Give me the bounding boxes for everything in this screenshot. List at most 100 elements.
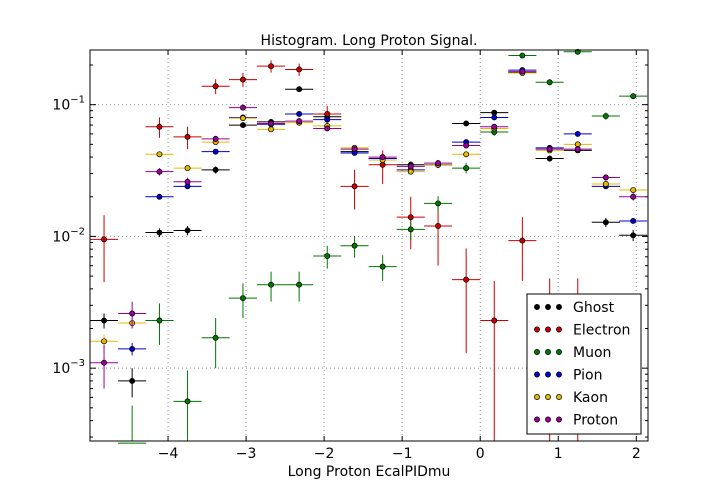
data-point <box>240 76 246 83</box>
legend-marker <box>556 349 562 355</box>
data-point <box>546 79 553 86</box>
data-point <box>212 83 219 90</box>
data-point <box>630 187 637 193</box>
data-point <box>602 181 609 187</box>
legend-marker <box>556 394 562 400</box>
series-muon <box>118 48 648 444</box>
data-point <box>351 146 358 153</box>
legend-marker <box>556 371 562 378</box>
legend-marker <box>534 416 540 423</box>
data-point <box>184 178 191 185</box>
data-point <box>324 116 331 123</box>
data-point <box>156 151 163 158</box>
data-point <box>407 163 414 170</box>
data-point <box>519 52 526 59</box>
data-point <box>602 174 609 181</box>
x-tick-label: 1 <box>554 446 563 462</box>
data-point <box>463 142 470 149</box>
legend-marker <box>545 416 551 423</box>
legend-entry-kaon: Kaon <box>534 390 608 406</box>
legend-label: Electron <box>573 323 630 339</box>
data-point <box>351 183 358 190</box>
data-point <box>184 165 191 172</box>
legend-box <box>526 293 642 435</box>
data-point <box>519 68 526 75</box>
x-tick-label: −1 <box>392 446 413 462</box>
y-tick-label: 10−1 <box>52 95 85 114</box>
x-tick-label: −4 <box>158 446 179 462</box>
data-point <box>491 109 498 116</box>
data-point <box>101 338 107 345</box>
legend-marker <box>534 371 540 378</box>
data-point <box>546 155 553 162</box>
x-tick-label: 2 <box>632 446 641 462</box>
data-point <box>602 219 609 226</box>
x-tick-label: 0 <box>476 446 485 462</box>
data-point <box>296 66 303 73</box>
data-point <box>268 126 275 133</box>
data-point <box>212 166 219 173</box>
legend-entry-proton: Proton <box>534 413 618 429</box>
data-point <box>463 165 470 172</box>
data-point <box>435 223 442 229</box>
legend-entry-electron: Electron <box>534 323 630 339</box>
data-point <box>351 242 358 249</box>
legend-marker <box>556 304 562 310</box>
data-point <box>156 317 163 324</box>
data-point <box>630 93 637 100</box>
data-point <box>129 377 136 384</box>
legend-marker <box>545 326 551 333</box>
series-proton <box>90 68 648 389</box>
data-point <box>296 86 303 93</box>
data-point <box>240 122 246 129</box>
legend-marker <box>534 304 540 310</box>
legend-label: Kaon <box>573 390 608 406</box>
data-point <box>156 193 163 200</box>
data-point <box>435 160 442 167</box>
data-point <box>101 317 107 324</box>
data-point <box>296 281 303 288</box>
data-point <box>101 236 107 243</box>
data-point <box>435 200 442 207</box>
data-point <box>546 146 553 153</box>
data-point <box>491 123 498 130</box>
legend-label: Pion <box>573 368 602 384</box>
y-tick-label: 10−3 <box>52 358 85 377</box>
x-axis: −4 −3 −2 −1 0 1 2 <box>158 50 641 462</box>
data-point <box>156 229 163 236</box>
data-point <box>491 317 498 324</box>
data-point <box>379 263 386 270</box>
legend-entry-muon: Muon <box>534 345 611 361</box>
data-point <box>156 168 163 175</box>
data-series <box>90 48 648 444</box>
chart-title: Histogram. Long Proton Signal. <box>261 33 478 49</box>
data-point <box>184 133 191 140</box>
data-point <box>379 154 386 161</box>
legend-marker <box>545 304 551 310</box>
y-axis: 10−3 10−2 10−1 <box>52 64 648 438</box>
x-tick-label: −2 <box>314 446 335 462</box>
legend-entry-ghost: Ghost <box>534 300 615 316</box>
data-point <box>463 276 470 283</box>
data-point <box>324 125 331 132</box>
data-point <box>156 123 163 130</box>
data-point <box>240 104 246 111</box>
data-point <box>407 226 414 233</box>
x-tick-label: −3 <box>236 446 257 462</box>
data-point <box>129 310 136 317</box>
plot-frame <box>89 49 649 442</box>
data-point <box>491 114 498 121</box>
legend-label: Ghost <box>573 300 615 316</box>
data-point <box>212 334 219 341</box>
data-point <box>574 146 581 153</box>
data-point <box>212 148 219 155</box>
legend-marker <box>534 394 540 400</box>
data-point <box>574 141 581 148</box>
data-point <box>268 281 275 288</box>
data-point <box>101 359 107 366</box>
y-tick-label: 10−2 <box>52 226 85 245</box>
legend-marker <box>534 326 540 333</box>
data-point <box>407 214 414 221</box>
legend: Ghost Electron Muon Pion Kaon Proton <box>526 293 642 435</box>
